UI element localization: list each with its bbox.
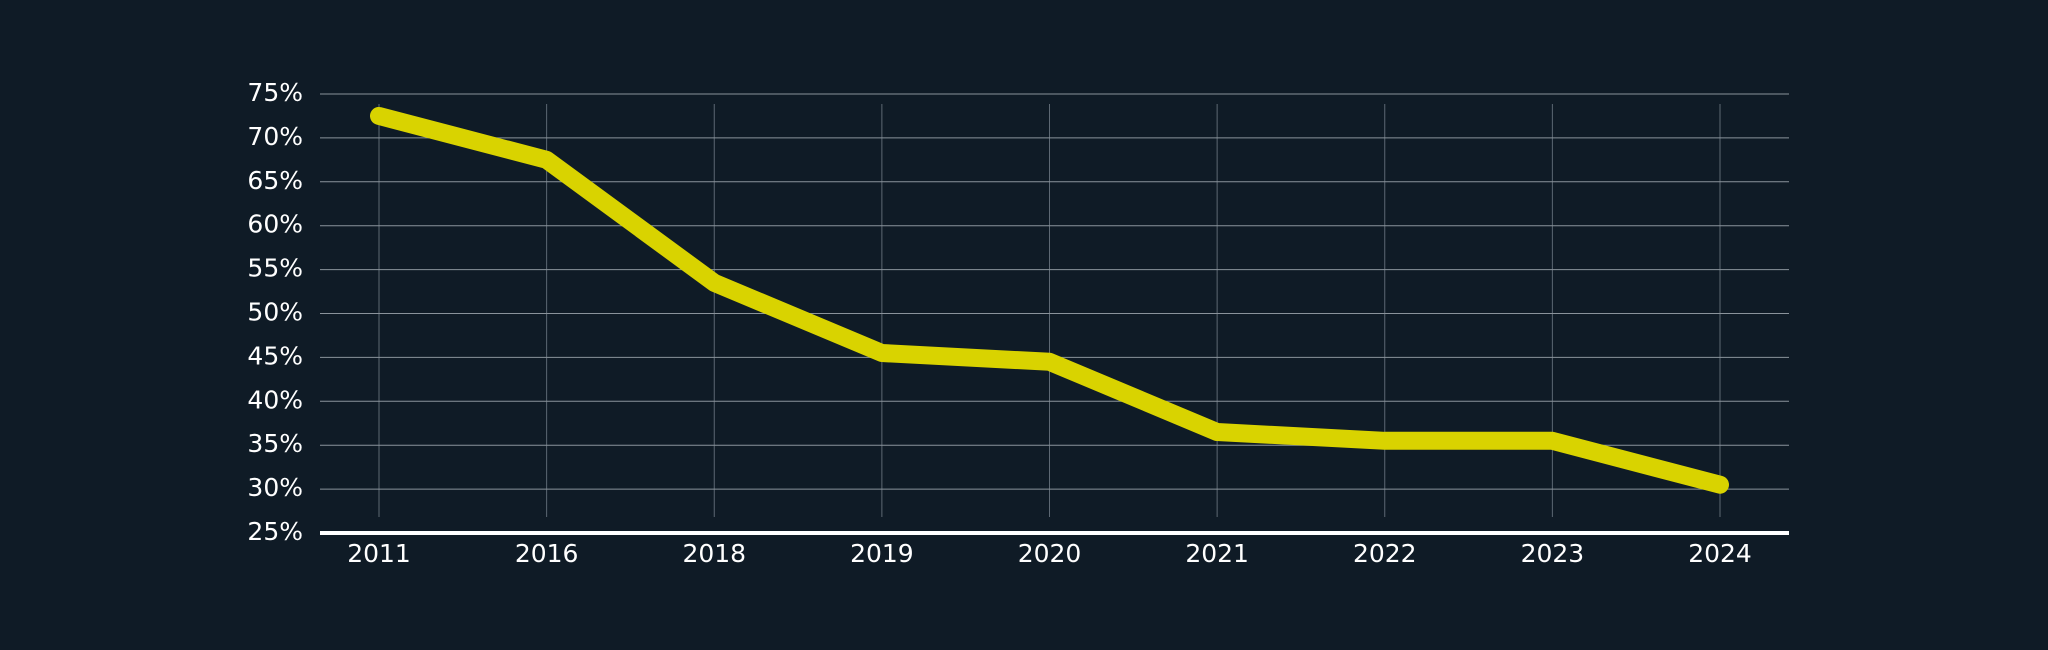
y-tick-label: 60% <box>247 210 303 239</box>
x-tick-label: 2024 <box>1688 539 1752 568</box>
y-tick-label: 70% <box>247 122 303 151</box>
y-tick-label: 55% <box>247 254 303 283</box>
y-tick-label: 25% <box>247 517 303 546</box>
x-tick-label: 2022 <box>1353 539 1417 568</box>
y-tick-label: 65% <box>247 166 303 195</box>
x-tick-label: 2019 <box>850 539 914 568</box>
line <box>370 106 1729 494</box>
x-tick-label: 2020 <box>1018 539 1082 568</box>
x-tick-label: 2021 <box>1185 539 1249 568</box>
y-tick-label: 40% <box>247 385 303 414</box>
y-tick-label: 30% <box>247 473 303 502</box>
y-tick-label: 35% <box>247 429 303 458</box>
y-tick-label: 75% <box>247 78 303 107</box>
x-tick-label: 2016 <box>515 539 579 568</box>
x-tick-label: 2011 <box>347 539 411 568</box>
y-tick-label: 45% <box>247 341 303 370</box>
x-tick-label: 2023 <box>1521 539 1585 568</box>
y-tick-label: 50% <box>247 298 303 327</box>
x-tick-label: 2018 <box>682 539 746 568</box>
